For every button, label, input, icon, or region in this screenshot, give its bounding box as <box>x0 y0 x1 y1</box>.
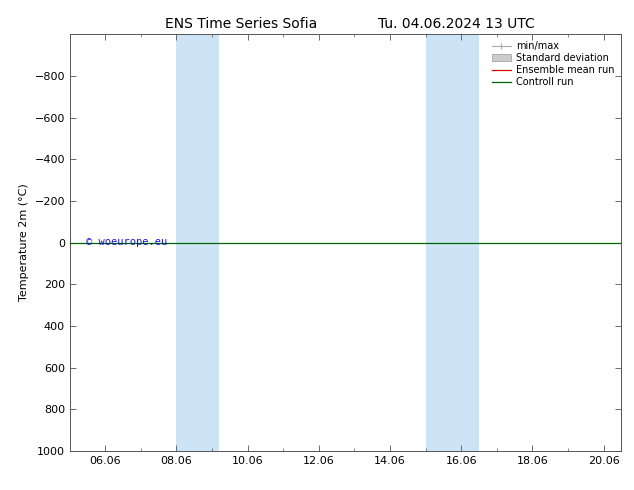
Bar <box>425 34 479 451</box>
Text: © woeurope.eu: © woeurope.eu <box>86 237 167 246</box>
Legend: min/max, Standard deviation, Ensemble mean run, Controll run: min/max, Standard deviation, Ensemble me… <box>489 39 616 89</box>
Text: Tu. 04.06.2024 13 UTC: Tu. 04.06.2024 13 UTC <box>378 17 535 31</box>
Text: ENS Time Series Sofia: ENS Time Series Sofia <box>165 17 317 31</box>
Bar <box>176 34 219 451</box>
Y-axis label: Temperature 2m (°C): Temperature 2m (°C) <box>19 184 29 301</box>
